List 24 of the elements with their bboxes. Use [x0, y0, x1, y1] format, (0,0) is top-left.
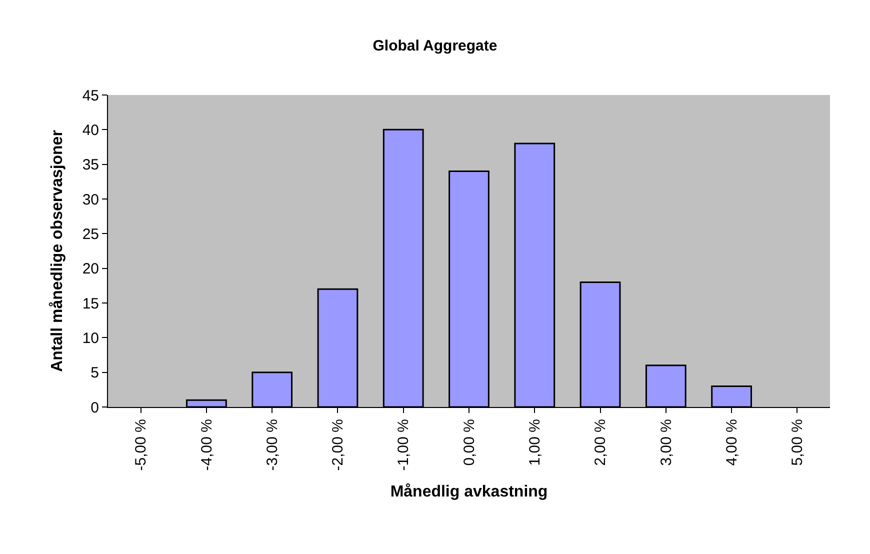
chart-title: Global Aggregate — [372, 37, 498, 54]
x-tick-label: 2,00 % — [592, 419, 610, 466]
x-axis-title: Månedlig avkastning — [390, 482, 548, 500]
y-tick-label: 15 — [82, 295, 99, 312]
y-tick-label: 10 — [82, 330, 99, 347]
y-tick-label: 25 — [82, 226, 99, 243]
x-tick-label: 0,00 % — [460, 419, 478, 466]
x-tick-label: -2,00 % — [330, 419, 347, 471]
x-tick-label: 4,00 % — [723, 419, 740, 466]
x-tick-label: -1,00 % — [395, 419, 412, 471]
x-tick-label: -5,00 % — [132, 419, 150, 471]
y-tick-label: 45 — [82, 87, 99, 104]
y-tick-label: 40 — [82, 122, 99, 139]
y-tick-label: 5 — [90, 364, 99, 382]
y-tick-label: 30 — [82, 191, 99, 208]
y-tick-label: 20 — [82, 260, 99, 278]
x-tick-label: -4,00 % — [198, 419, 216, 471]
x-tick-label: 3,00 % — [658, 419, 675, 466]
y-axis-title: Antall månedlige observasjoner — [48, 130, 66, 372]
y-tick-label: 35 — [82, 156, 99, 174]
x-tick-label: 1,00 % — [526, 419, 544, 466]
y-tick-label: 0 — [90, 399, 99, 416]
x-tick-label: -3,00 % — [264, 419, 281, 471]
x-tick-label: 5,00 % — [789, 419, 806, 466]
